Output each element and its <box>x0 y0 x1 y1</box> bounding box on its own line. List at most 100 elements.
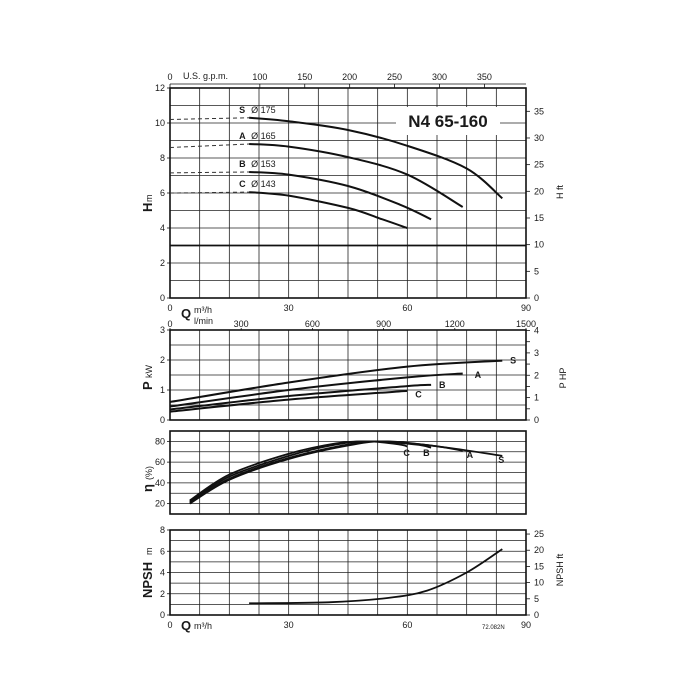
npsh-qtick-label: 30 <box>284 620 294 630</box>
head-curve-diameter-B: Ø 153 <box>251 159 276 169</box>
power-curve-label-B: B <box>439 380 446 390</box>
head-ytick-label: 8 <box>160 153 165 163</box>
label-layer: N4 65-160 U.S. g.p.m. H m H ft Q m³/h l/… <box>140 71 568 633</box>
power-curve-label-C: C <box>415 390 422 400</box>
q-axis-unit-top: m³/h <box>194 305 212 315</box>
efficiency-curve-label-B: B <box>423 448 430 458</box>
q-axis-label-top: Q <box>181 306 191 321</box>
head-curve-label-S: S <box>239 105 245 115</box>
head-curve-diameter-S: Ø 175 <box>251 105 276 115</box>
head-right-tick-label: 35 <box>534 106 544 116</box>
power-right-tick-label: 4 <box>534 326 539 336</box>
npsh-right-tick-label: 10 <box>534 578 544 588</box>
efficiency-curve-label-S: S <box>498 455 504 465</box>
npsh-ytick-label: 4 <box>160 568 165 578</box>
head-curve-B <box>249 171 432 221</box>
efficiency-ytick-label: 20 <box>155 499 165 509</box>
head-ytick-label: 4 <box>160 223 165 233</box>
power-ytick-label: 3 <box>160 325 165 335</box>
efficiency-curve-C <box>189 440 408 502</box>
head-curve-C <box>249 191 408 229</box>
head-curve-label-B: B <box>239 159 246 169</box>
usgpm-tick-label: 0 <box>167 72 172 82</box>
head-curve-diameter-C: Ø 143 <box>251 179 276 189</box>
head-curve-dashed-A <box>169 143 250 148</box>
lmin-tick-label: 1200 <box>445 319 465 329</box>
power-right-tick-label: 0 <box>534 415 539 425</box>
efficiency-axis-unit: (%) <box>144 466 154 480</box>
npsh-ytick-label: 8 <box>160 525 165 535</box>
head-curve-dashed-S <box>169 117 250 120</box>
tick-label-layer: 0246810120123204060800246805101520253035… <box>155 72 544 630</box>
head-curve-S <box>249 116 503 200</box>
head-ytick-label: 0 <box>160 293 165 303</box>
lmin-tick-label: 300 <box>234 319 249 329</box>
head-curve-label-A: A <box>239 131 246 141</box>
power-curve-C <box>169 389 408 413</box>
power-right-tick-label: 2 <box>534 370 539 380</box>
lmin-tick-label: 1500 <box>516 319 536 329</box>
efficiency-ytick-label: 80 <box>155 436 165 446</box>
head-right-tick-label: 15 <box>534 213 544 223</box>
npsh-ytick-label: 2 <box>160 589 165 599</box>
npsh-right-tick-label: 5 <box>534 594 539 604</box>
head-axis-unit: m <box>144 195 154 203</box>
npsh-qtick-label: 60 <box>402 620 412 630</box>
q-axis-unit-bottom: m³/h <box>194 621 212 631</box>
power-hp-axis-label: P HP <box>558 368 568 389</box>
head-curve-diameter-A: Ø 165 <box>251 131 276 141</box>
npsh-ytick-label: 6 <box>160 546 165 556</box>
npsh-ytick-label: 0 <box>160 610 165 620</box>
usgpm-tick-label: 100 <box>252 72 267 82</box>
head-right-tick-label: 30 <box>534 133 544 143</box>
efficiency-panel-frame <box>169 430 527 515</box>
power-ytick-label: 2 <box>160 355 165 365</box>
npsh-ft-axis-label: NPSH ft <box>555 553 565 586</box>
grid-layer <box>169 87 527 616</box>
head-curve-A <box>249 143 464 208</box>
head-ytick-label: 6 <box>160 188 165 198</box>
npsh-curve <box>249 548 503 605</box>
npsh-qtick-label: 0 <box>167 620 172 630</box>
head-ft-axis-label: H ft <box>555 185 565 200</box>
npsh-right-tick-label: 0 <box>534 610 539 620</box>
usgpm-tick-label: 350 <box>477 72 492 82</box>
efficiency-curve-label-C: C <box>403 448 410 458</box>
head-qtick-label: 30 <box>284 303 294 313</box>
lmin-tick-label: 0 <box>167 319 172 329</box>
head-curve-dashed-B <box>169 171 250 174</box>
power-curve-S <box>169 359 503 403</box>
npsh-axis-label: NPSH <box>140 562 155 598</box>
power-axis-unit: kW <box>144 365 154 379</box>
power-ytick-label: 0 <box>160 415 165 425</box>
npsh-axis-unit: m <box>144 548 154 556</box>
power-curve-label-A: A <box>475 370 482 380</box>
lmin-tick-label: 900 <box>376 319 391 329</box>
lmin-tick-label: 600 <box>305 319 320 329</box>
npsh-qtick-label: 90 <box>521 620 531 630</box>
power-curve-A <box>169 372 463 408</box>
q-axis-label-bottom: Q <box>181 618 191 633</box>
power-right-tick-label: 1 <box>534 393 539 403</box>
efficiency-axis-label: η <box>140 484 155 492</box>
efficiency-ytick-label: 60 <box>155 457 165 467</box>
head-ytick-label: 12 <box>155 83 165 93</box>
usgpm-tick-label: 200 <box>342 72 357 82</box>
head-right-tick-label: 10 <box>534 240 544 250</box>
head-right-tick-label: 25 <box>534 160 544 170</box>
head-axis-label: H <box>140 203 155 212</box>
head-qtick-label: 90 <box>521 303 531 313</box>
power-ytick-label: 1 <box>160 385 165 395</box>
efficiency-ytick-label: 40 <box>155 478 165 488</box>
npsh-right-tick-label: 15 <box>534 561 544 571</box>
head-qtick-label: 0 <box>167 303 172 313</box>
head-ytick-label: 2 <box>160 258 165 268</box>
npsh-right-tick-label: 25 <box>534 529 544 539</box>
efficiency-curve-label-A: A <box>467 450 474 460</box>
chart-title: N4 65-160 <box>408 112 487 131</box>
head-ytick-label: 10 <box>155 118 165 128</box>
usgpm-tick-label: 300 <box>432 72 447 82</box>
head-qtick-label: 60 <box>402 303 412 313</box>
